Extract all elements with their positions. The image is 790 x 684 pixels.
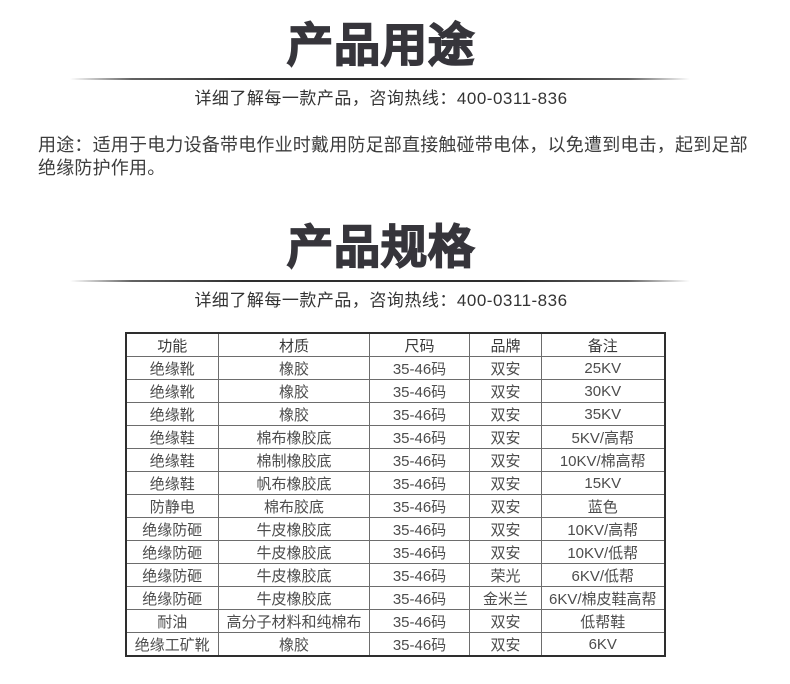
spec-table-cell: 35-46码: [369, 494, 470, 518]
spec-table-cell: 绝缘靴: [125, 402, 219, 426]
spec-table-row: 绝缘鞋 棉制橡胶底 35-46码 双安 10KV/棉高帮: [125, 448, 665, 472]
spec-table-cell: 35-46码: [369, 517, 470, 541]
spec-table-cell: 35-46码: [369, 540, 470, 564]
spec-table-row: 绝缘靴 橡胶 35-46码 双安 35KV: [125, 402, 665, 426]
spec-table-cell: 6KV/棉皮鞋高帮: [541, 586, 665, 610]
spec-table-cell: 5KV/高帮: [541, 425, 665, 449]
spec-table-cell: 耐油: [125, 609, 219, 633]
spec-table-cell: 双安: [469, 471, 542, 495]
specs-title: 产品规格: [286, 220, 475, 274]
spec-table-row: 绝缘鞋 帆布橡胶底 35-46码 双安 15KV: [125, 471, 665, 495]
spec-table-cell: 棉制橡胶底: [218, 448, 370, 472]
spec-table-row: 绝缘防砸 牛皮橡胶底 35-46码 双安 10KV/低帮: [125, 540, 665, 564]
spec-table-cell: 金米兰: [469, 586, 542, 610]
spec-table-row: 绝缘防砸 牛皮橡胶底 35-46码 金米兰 6KV/棉皮鞋高帮: [125, 586, 665, 610]
specs-section: 产品规格 详细了解每一款产品，咨询热线：400-0311-836 功能 材质 尺码品…: [0, 220, 790, 657]
spec-column-header: 尺码: [369, 332, 470, 357]
spec-table-row: 绝缘工矿靴 橡胶 35-46码 双安 6KV: [125, 632, 665, 657]
spec-table-cell: 绝缘防砸: [125, 563, 219, 587]
spec-column-header: 材质: [218, 332, 370, 357]
spec-table-cell: 35-46码: [369, 632, 470, 657]
spec-table-cell: 35-46码: [369, 425, 470, 449]
spec-table-cell: 双安: [469, 425, 542, 449]
spec-table-cell: 橡胶: [218, 632, 370, 657]
spec-table-cell: 35-46码: [369, 586, 470, 610]
specs-hotline-text: 详细了解每一款产品，咨询热线：400-0311-836: [194, 291, 568, 310]
spec-table-cell: 25KV: [541, 356, 665, 380]
spec-table-cell: 30KV: [541, 379, 665, 403]
spec-table-row: 绝缘靴 橡胶 35-46码 双安 25KV: [125, 356, 665, 380]
spec-table-row: 耐油 高分子材料和纯棉布 35-46码 双安 低帮鞋: [125, 609, 665, 633]
spec-table-cell: 绝缘防砸: [125, 517, 219, 541]
spec-table-cell: 绝缘防砸: [125, 586, 219, 610]
spec-table-cell: 35-46码: [369, 402, 470, 426]
spec-table: 功能 材质 尺码 品牌 备注 绝缘靴 橡胶 35-46码 双安 25KV 绝缘靴 橡胶 35-46码双…: [124, 332, 666, 657]
spec-table-row: 绝缘鞋 棉布橡胶底 35-46码 双安 5KV/高帮: [125, 425, 665, 449]
spec-table-cell: 棉布胶底: [218, 494, 370, 518]
spec-table-cell: 绝缘防砸: [125, 540, 219, 564]
divider-line: [70, 280, 690, 282]
spec-table-cell: 绝缘鞋: [125, 448, 219, 472]
spec-table-row: 防静电 棉布胶底 35-46码 双安 蓝色: [125, 494, 665, 518]
divider-line: [70, 78, 690, 80]
spec-table-row: 绝缘防砸 牛皮橡胶底 35-46码 双安 10KV/高帮: [125, 517, 665, 541]
spec-table-cell: 防静电: [125, 494, 219, 518]
spec-table-cell: 橡胶: [218, 402, 370, 426]
spec-table-cell: 双安: [469, 517, 542, 541]
spec-table-cell: 高分子材料和纯棉布: [218, 609, 370, 633]
spec-table-row: 绝缘靴 橡胶 35-46码 双安 30KV: [125, 379, 665, 403]
spec-table-body: 绝缘靴 橡胶 35-46码 双安 25KV 绝缘靴 橡胶 35-46码 双安 30KV 绝缘靴 橡胶 3…: [125, 356, 665, 657]
spec-table-cell: 35-46码: [369, 448, 470, 472]
spec-table-cell: 双安: [469, 402, 542, 426]
spec-table-cell: 35-46码: [369, 379, 470, 403]
spec-table-cell: 双安: [469, 379, 542, 403]
spec-table-cell: 橡胶: [218, 356, 370, 380]
spec-table-cell: 10KV/低帮: [541, 540, 665, 564]
spec-table-cell: 蓝色: [541, 494, 665, 518]
spec-table-cell: 绝缘鞋: [125, 425, 219, 449]
spec-table-cell: 双安: [469, 540, 542, 564]
usage-hotline-text: 详细了解每一款产品，咨询热线：400-0311-836: [194, 89, 568, 108]
spec-table-cell: 低帮鞋: [541, 609, 665, 633]
spec-table-cell: 15KV: [541, 471, 665, 495]
spec-table-cell: 牛皮橡胶底: [218, 586, 370, 610]
spec-table-cell: 牛皮橡胶底: [218, 563, 370, 587]
usage-title: 产品用途: [286, 18, 475, 72]
spec-table-cell: 10KV/高帮: [541, 517, 665, 541]
spec-column-header: 功能: [125, 332, 219, 357]
spec-table-cell: 35KV: [541, 402, 665, 426]
spec-table-cell: 35-46码: [369, 563, 470, 587]
spec-table-cell: 荣光: [469, 563, 542, 587]
spec-table-cell: 棉布橡胶底: [218, 425, 370, 449]
spec-table-cell: 橡胶: [218, 379, 370, 403]
spec-table-cell: 绝缘鞋: [125, 471, 219, 495]
spec-table-cell: 6KV/低帮: [541, 563, 665, 587]
spec-table-row: 绝缘防砸 牛皮橡胶底 35-46码 荣光 6KV/低帮: [125, 563, 665, 587]
spec-table-cell: 牛皮橡胶底: [218, 517, 370, 541]
spec-table-cell: 35-46码: [369, 356, 470, 380]
usage-description: 用途：适用于电力设备带电作业时戴用防足部直接触碰带电体，以免遭到电击，起到足部绝…: [38, 135, 748, 178]
spec-table-cell: 牛皮橡胶底: [218, 540, 370, 564]
spec-table-cell: 35-46码: [369, 609, 470, 633]
spec-table-cell: 帆布橡胶底: [218, 471, 370, 495]
spec-table-cell: 双安: [469, 356, 542, 380]
spec-table-cell: 绝缘靴: [125, 356, 219, 380]
spec-table-cell: 6KV: [541, 632, 665, 657]
spec-table-cell: 双安: [469, 448, 542, 472]
spec-table-cell: 双安: [469, 494, 542, 518]
spec-table-cell: 绝缘工矿靴: [125, 632, 219, 657]
spec-table-cell: 35-46码: [369, 471, 470, 495]
spec-column-header: 备注: [541, 332, 665, 357]
usage-section: 产品用途 详细了解每一款产品，咨询热线：400-0311-836 用途：适用于电…: [0, 0, 790, 180]
spec-table-header-row: 功能 材质 尺码 品牌 备注: [125, 332, 665, 357]
spec-column-header: 品牌: [469, 332, 542, 357]
spec-table-cell: 双安: [469, 632, 542, 657]
spec-table-cell: 双安: [469, 609, 542, 633]
spec-table-cell: 10KV/棉高帮: [541, 448, 665, 472]
spec-table-cell: 绝缘靴: [125, 379, 219, 403]
